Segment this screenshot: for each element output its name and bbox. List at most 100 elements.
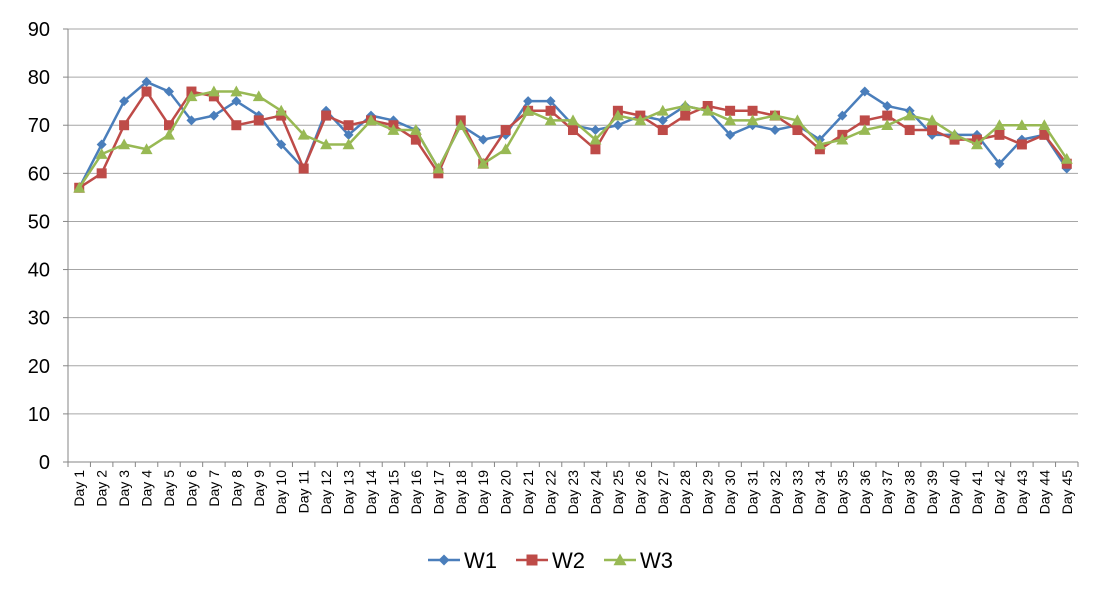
x-tick-label: Day 45 (1059, 470, 1075, 515)
data-point (500, 125, 511, 136)
data-point (544, 114, 557, 126)
x-tick-label: Day 13 (341, 470, 357, 515)
y-tick-label: 30 (28, 308, 50, 330)
x-tick-label: Day 22 (543, 470, 559, 515)
x-tick-label: Day 9 (251, 470, 267, 507)
data-point (96, 168, 107, 179)
x-tick-label: Day 28 (677, 470, 693, 515)
data-point (725, 129, 736, 140)
x-tick-label: Day 42 (991, 470, 1007, 515)
data-point (837, 110, 848, 121)
data-point (433, 168, 444, 179)
x-tick-label: Day 24 (587, 470, 603, 515)
legend-marker (526, 554, 538, 566)
legend-marker (438, 554, 450, 566)
data-point (926, 114, 939, 126)
data-point (567, 114, 579, 126)
x-tick-label: Day 14 (363, 470, 379, 515)
data-point (927, 125, 938, 136)
data-point (321, 110, 332, 121)
data-point (971, 138, 983, 150)
data-point (499, 143, 512, 155)
x-tick-label: Day 35 (834, 470, 850, 515)
series-group (73, 76, 1073, 193)
legend-item-w3: W3 (604, 548, 673, 573)
x-tick-label: Day 44 (1036, 470, 1052, 515)
x-tick-label: Day 19 (475, 470, 491, 515)
data-point (589, 133, 602, 145)
data-point (949, 134, 960, 145)
data-point (948, 128, 961, 140)
data-point (993, 119, 1006, 131)
data-point (387, 124, 400, 135)
y-tick-label: 40 (28, 260, 50, 282)
x-tick-label: Day 25 (610, 470, 626, 515)
data-point (477, 157, 490, 169)
x-tick-label: Day 36 (857, 470, 873, 515)
x-tick-label: Day 23 (565, 470, 581, 515)
data-point (186, 115, 197, 126)
data-point (141, 86, 152, 97)
data-point (859, 86, 870, 97)
x-tick-label: Day 18 (453, 470, 469, 515)
data-point (1016, 139, 1027, 150)
legend-item-w2: W2 (516, 548, 585, 573)
series-w3 (73, 85, 1073, 193)
data-point (568, 125, 578, 136)
data-point (545, 96, 556, 107)
data-point (365, 114, 377, 126)
legend-item-w1: W1 (428, 548, 497, 573)
data-point (230, 85, 243, 97)
data-point (858, 124, 871, 135)
x-tick-label: Day 15 (385, 470, 401, 515)
data-point (141, 76, 152, 87)
gridlines (68, 28, 1078, 415)
x-tick-label: Day 38 (902, 470, 918, 515)
data-point (320, 138, 333, 150)
data-point (903, 109, 916, 121)
x-tick-label: Day 43 (1014, 470, 1030, 515)
data-point (343, 120, 354, 131)
legend: W1 W2 W3 (428, 548, 673, 573)
data-point (657, 115, 668, 126)
y-tick-label: 20 (28, 356, 50, 378)
x-tick-label: Day 10 (273, 470, 289, 515)
data-point (836, 133, 849, 145)
data-point (814, 144, 825, 155)
data-point (680, 110, 691, 121)
data-point (231, 120, 242, 131)
data-point (275, 104, 288, 116)
data-point (882, 100, 893, 111)
data-point (612, 120, 623, 131)
data-point (792, 125, 803, 136)
data-point (725, 105, 736, 116)
x-tick-label: Day 12 (318, 470, 334, 515)
data-point (904, 125, 915, 136)
y-tick-label: 90 (28, 19, 50, 41)
data-point (207, 85, 220, 97)
x-tick-label: Day 27 (655, 470, 671, 515)
data-point (118, 138, 131, 150)
legend-marker (613, 553, 627, 566)
data-point (208, 110, 219, 121)
data-point (769, 109, 781, 121)
x-axis-ticks: Day 1 Day 2 Day 3 Day 4 Day 5 Day 6 Day 7 Day 8… (71, 470, 1075, 515)
x-tick-label: Day 34 (812, 470, 828, 515)
y-tick-label: 60 (28, 163, 50, 185)
x-tick-label: Day 31 (745, 470, 761, 515)
data-point (119, 120, 130, 131)
data-point (1039, 129, 1050, 140)
data-point (185, 90, 198, 102)
x-tick-label: Day 3 (116, 470, 132, 507)
data-point (813, 138, 826, 150)
data-point (1061, 158, 1072, 169)
data-point (747, 105, 758, 116)
y-axis-ticks: 0 10 20 30 40 50 60 70 80 90 (28, 19, 50, 474)
data-point (882, 110, 893, 121)
data-point (119, 96, 130, 107)
data-point (164, 86, 174, 97)
data-point (522, 104, 535, 116)
data-point (994, 129, 1005, 140)
data-point (791, 114, 804, 126)
